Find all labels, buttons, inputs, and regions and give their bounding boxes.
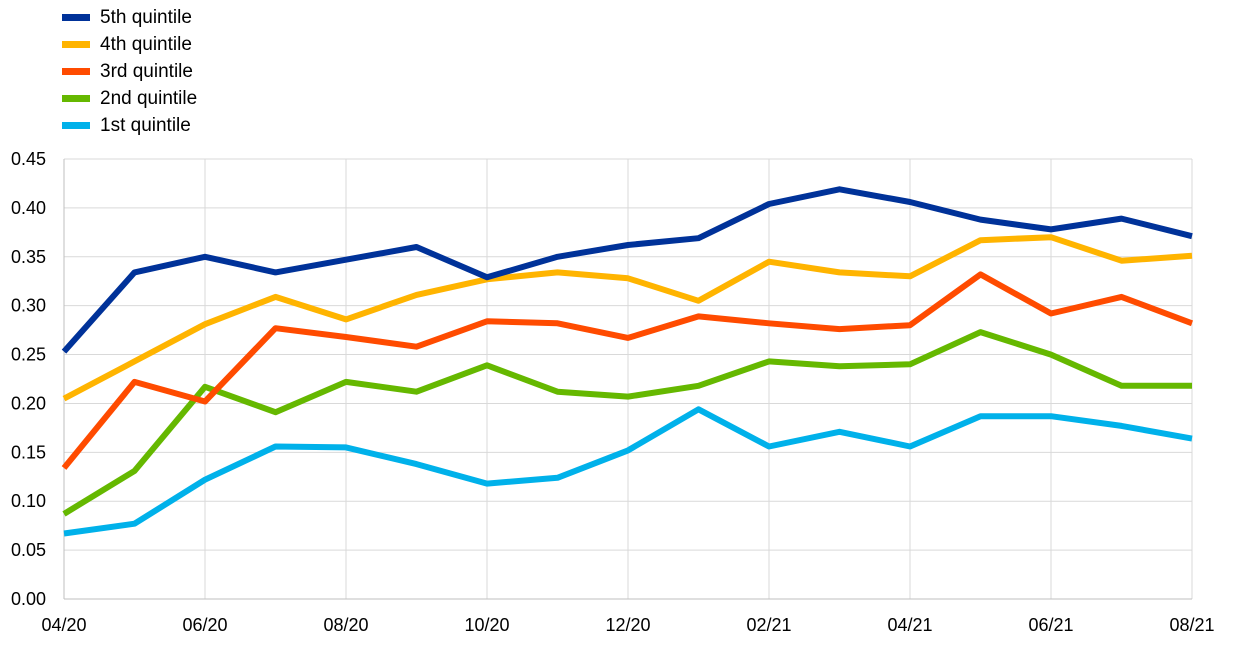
y-tick-label: 0.45 [11, 149, 46, 169]
x-tick-label: 10/20 [464, 615, 509, 635]
y-tick-label: 0.20 [11, 393, 46, 413]
legend-item-2nd-quintile: 2nd quintile [62, 85, 197, 112]
legend-swatch-5th-quintile [62, 14, 90, 21]
legend-label-2nd-quintile: 2nd quintile [100, 87, 198, 109]
y-tick-label: 0.05 [11, 540, 46, 560]
legend-swatch-4th-quintile [62, 41, 90, 48]
legend-item-3rd-quintile: 3rd quintile [62, 58, 197, 85]
x-tick-label: 08/21 [1169, 615, 1214, 635]
chart-tick-labels: 0.00 0.05 0.10 0.15 0.20 0.25 0.30 0.35 0.40 0.45… [11, 149, 1215, 635]
legend-swatch-3rd-quintile [62, 68, 90, 75]
series-line-2nd-quintile [62, 329, 1192, 517]
legend-label-1st-quintile: 1st quintile [100, 114, 191, 136]
legend-swatch-1st-quintile [62, 122, 90, 129]
y-tick-label: 0.25 [11, 345, 46, 365]
series-line-4th-quintile [62, 234, 1193, 402]
legend-label-3rd-quintile: 3rd quintile [100, 60, 193, 82]
chart-legend: 5th quintile 4th quintile 3rd quintile 2… [62, 4, 197, 139]
x-tick-label: 12/20 [605, 615, 650, 635]
chart-series [61, 186, 1194, 537]
y-tick-label: 0.00 [11, 589, 46, 609]
x-tick-label: 06/20 [182, 615, 227, 635]
series-line-1st-quintile [63, 406, 1193, 537]
series-line-3rd-quintile [61, 271, 1194, 470]
x-tick-label: 08/20 [323, 615, 368, 635]
legend-label-5th-quintile: 5th quintile [100, 6, 192, 28]
chart-axes [63, 159, 1192, 600]
y-tick-label: 0.40 [11, 198, 46, 218]
y-tick-label: 0.35 [11, 247, 46, 267]
legend-swatch-2nd-quintile [62, 95, 90, 102]
legend-item-5th-quintile: 5th quintile [62, 4, 197, 31]
x-tick-label: 04/21 [887, 615, 932, 635]
y-tick-label: 0.30 [11, 296, 46, 316]
legend-item-1st-quintile: 1st quintile [62, 112, 197, 139]
legend-item-4th-quintile: 4th quintile [62, 31, 197, 58]
y-tick-label: 0.15 [11, 442, 46, 462]
series-line-5th-quintile [61, 186, 1193, 354]
legend-label-4th-quintile: 4th quintile [100, 33, 192, 55]
x-tick-label: 02/21 [746, 615, 791, 635]
y-tick-label: 0.10 [11, 491, 46, 511]
x-tick-label: 04/20 [41, 615, 86, 635]
x-tick-label: 06/21 [1028, 615, 1073, 635]
